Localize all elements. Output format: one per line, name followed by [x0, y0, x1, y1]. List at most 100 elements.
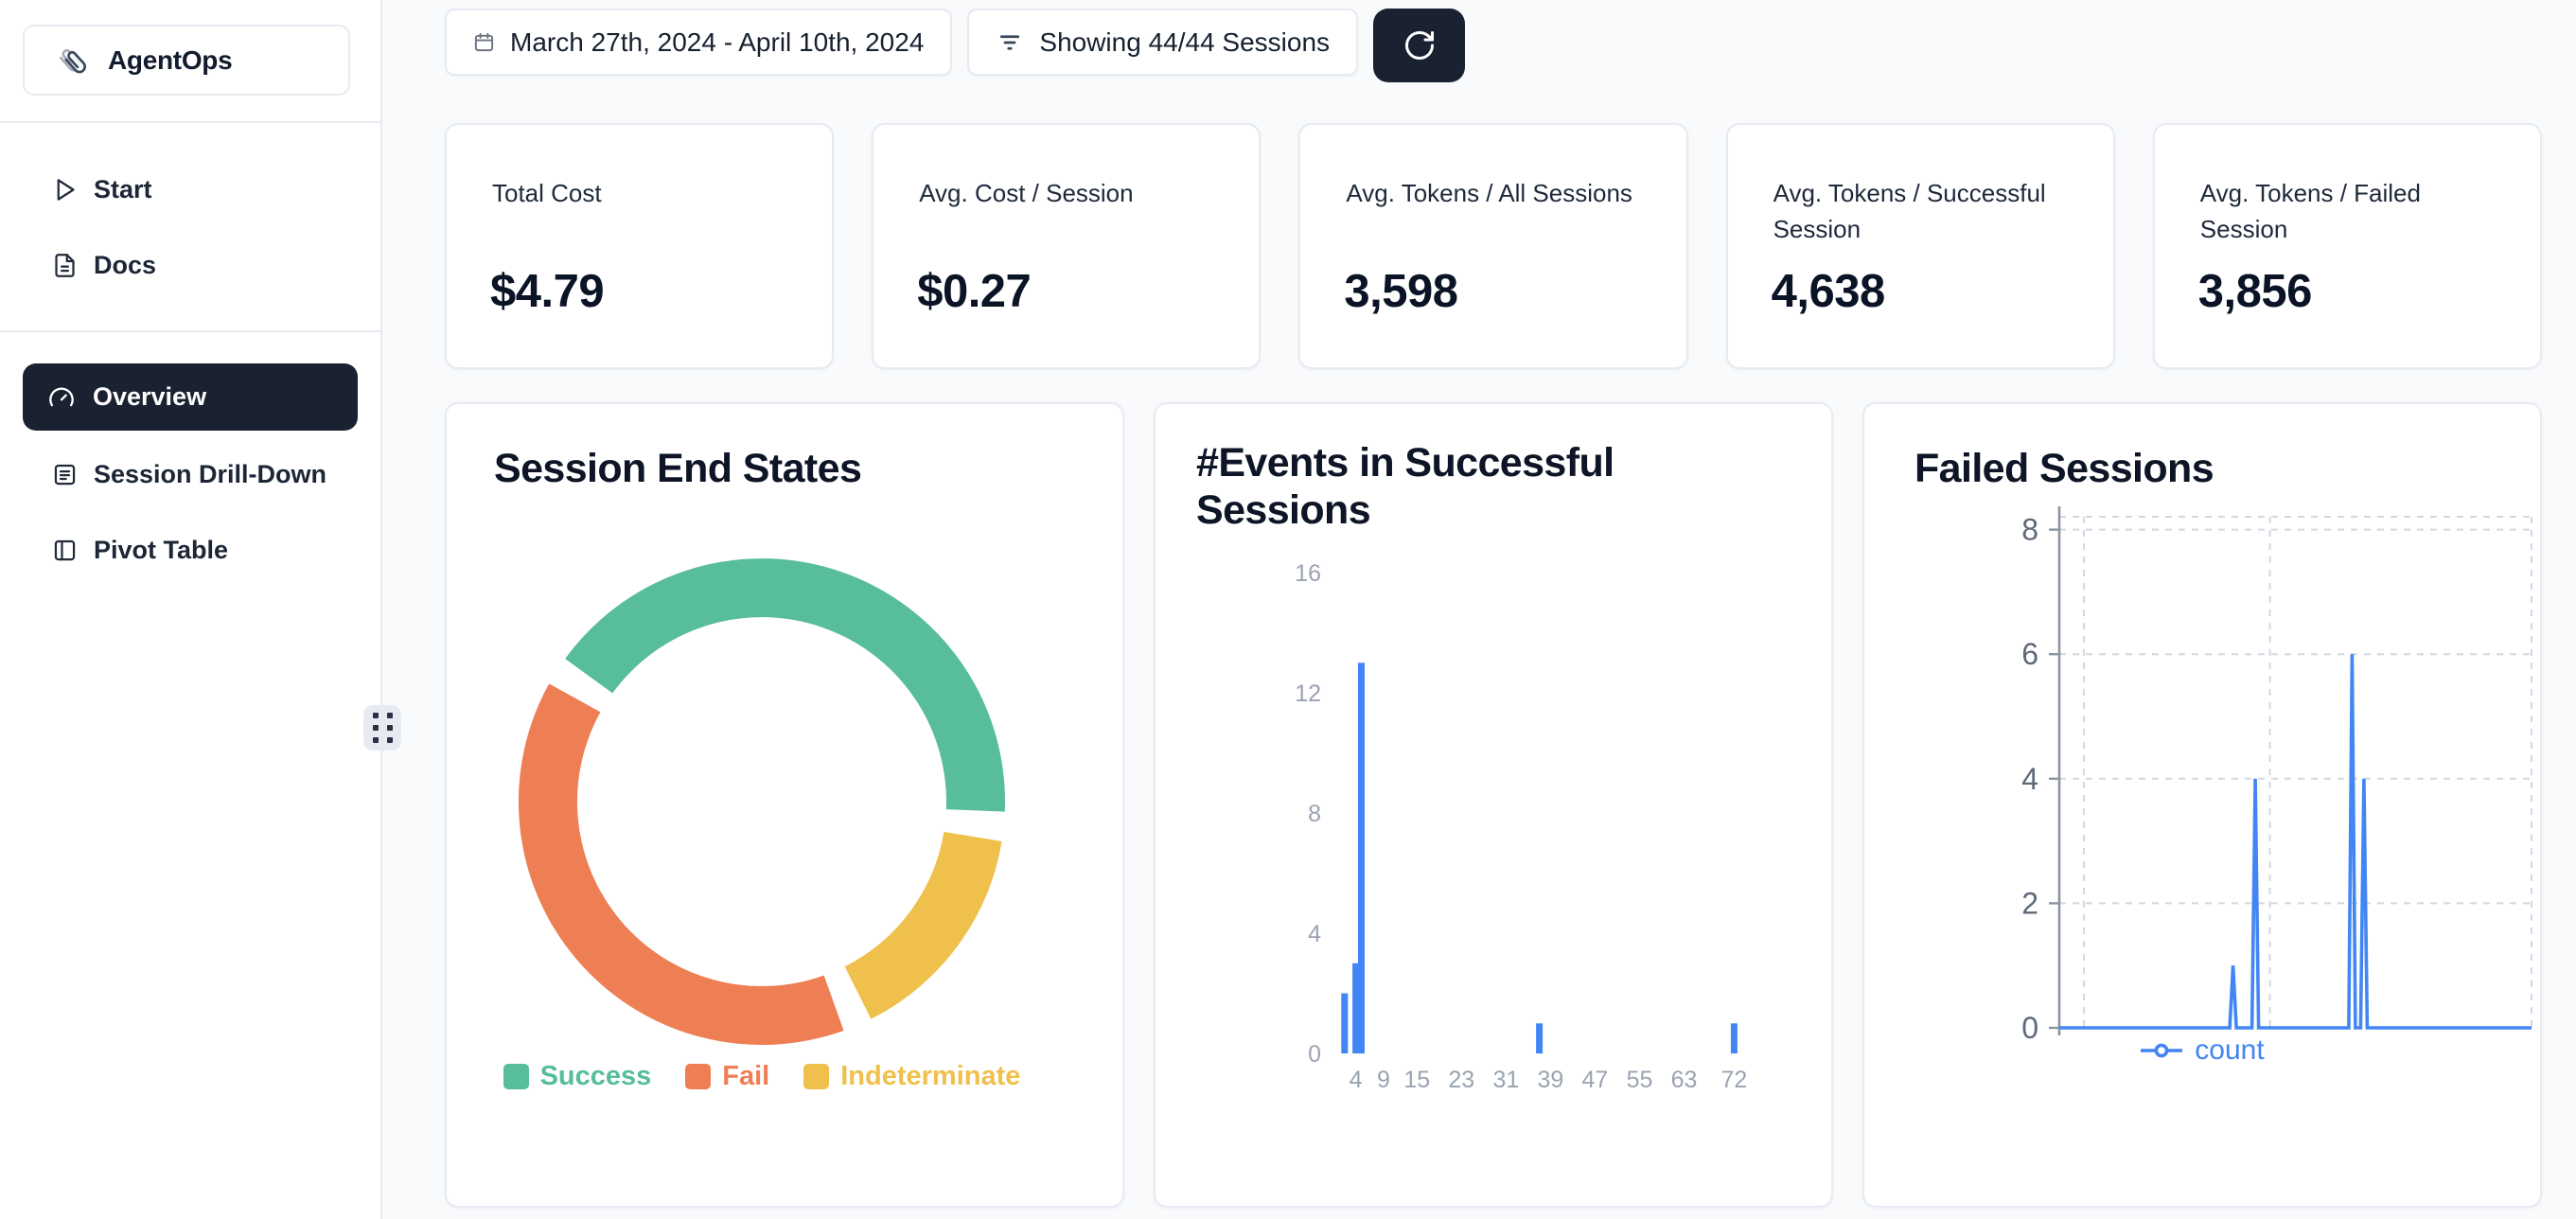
charts-row: Session End States Success Fail Indetermin…	[445, 402, 2542, 1208]
gauge-icon	[48, 384, 75, 411]
session-end-states-donut	[518, 558, 1005, 1045]
topbar: March 27th, 2024 - April 10th, 2024 Show…	[445, 9, 2542, 82]
logo-box[interactable]: AgentOps	[23, 25, 350, 96]
sidebar-divider-top	[0, 121, 380, 123]
stat-card-avg-tokens-all: Avg. Tokens / All Sessions 3,598	[1298, 123, 1688, 369]
legend-swatch	[685, 1064, 712, 1089]
events-xtick-31: 31	[1492, 1067, 1519, 1093]
paperclip-icon	[53, 42, 91, 80]
legend-label: Indeterminate	[840, 1061, 1021, 1091]
donut-slice-indeterminate	[843, 831, 1002, 1019]
donut-slice-success	[565, 558, 1005, 812]
events-xtick-55: 55	[1627, 1067, 1653, 1093]
events-ytick-16: 16	[1295, 560, 1321, 587]
sidebar-item-label: Start	[94, 174, 152, 203]
chart-title: Failed Sessions	[1914, 446, 2214, 491]
sidebar-divider-mid	[0, 330, 380, 332]
events-ytick-4: 4	[1308, 921, 1321, 947]
play-icon	[52, 177, 78, 203]
events-xtick-47: 47	[1582, 1067, 1609, 1093]
sidebar-item-docs[interactable]: Docs	[0, 227, 380, 303]
events-bar-x5	[1358, 662, 1365, 1054]
stat-card-avg-tokens-failed: Avg. Tokens / Failed Session 3,856	[2152, 123, 2542, 369]
events-xtick-9: 9	[1377, 1067, 1390, 1093]
sidebar: AgentOps Start	[0, 0, 382, 1219]
chart-title: #Events in Successful Sessions	[1196, 440, 1614, 533]
events-xtick-23: 23	[1448, 1067, 1474, 1093]
legend-item-indeterminate[interactable]: Indeterminate	[803, 1061, 1020, 1092]
panel-left-icon	[52, 538, 78, 563]
sidebar-item-label: Docs	[94, 250, 157, 279]
app-title: AgentOps	[108, 44, 233, 75]
count-legend-item[interactable]: count	[1864, 1034, 2540, 1067]
stat-label: Avg. Cost / Session	[919, 179, 1134, 207]
events-xtick-72: 72	[1721, 1067, 1748, 1093]
stat-value: 4,638	[1771, 266, 1886, 317]
events-xtick-63: 63	[1671, 1067, 1698, 1093]
events-bar-x4	[1352, 963, 1360, 1054]
stat-card-total-cost: Total Cost $4.79	[445, 123, 835, 369]
events-xtick-4: 4	[1350, 1067, 1363, 1093]
stat-card-avg-cost-session: Avg. Cost / Session $0.27	[872, 123, 1262, 369]
events-ytick-8: 8	[1308, 801, 1321, 827]
legend-swatch	[503, 1064, 529, 1089]
failed-ytick-0: 0	[2021, 1011, 2038, 1045]
stat-value: $4.79	[490, 266, 605, 317]
stat-label: Avg. Tokens / Failed Session	[2199, 179, 2421, 243]
legend-item-fail[interactable]: Fail	[685, 1061, 769, 1092]
stat-label: Avg. Tokens / All Sessions	[1346, 179, 1632, 207]
events-ytick-12: 12	[1295, 680, 1321, 707]
main-content: March 27th, 2024 - April 10th, 2024 Show…	[382, 0, 2576, 1219]
failed-sessions-card: Failed Sessions 0 2 4 6 8 count	[1862, 402, 2542, 1208]
date-range-label: March 27th, 2024 - April 10th, 2024	[510, 26, 925, 57]
filter-icon	[996, 28, 1024, 57]
legend-label: Success	[539, 1061, 652, 1091]
date-range-button[interactable]: March 27th, 2024 - April 10th, 2024	[445, 9, 953, 76]
failed-ytick-2: 2	[2021, 886, 2038, 920]
docs-icon	[52, 253, 78, 278]
events-bar-x72	[1730, 1023, 1738, 1054]
failed-ytick-4: 4	[2021, 762, 2038, 796]
sidebar-item-label: Overview	[93, 382, 207, 411]
session-filter-label: Showing 44/44 Sessions	[1039, 26, 1331, 57]
stat-value: $0.27	[917, 266, 1032, 317]
donut-slice-fail	[518, 683, 844, 1045]
line-marker-icon	[2140, 1042, 2183, 1059]
sidebar-item-pivot-table[interactable]: Pivot Table	[0, 512, 380, 588]
sidebar-item-label: Session Drill-Down	[94, 459, 327, 488]
stat-value: 3,856	[2197, 266, 2313, 317]
count-legend-label: count	[2195, 1034, 2265, 1066]
refresh-button[interactable]	[1373, 9, 1466, 82]
events-ytick-0: 0	[1308, 1041, 1321, 1068]
document-lines-icon	[52, 462, 78, 487]
donut-legend: Success Fail Indeterminate	[447, 1061, 1077, 1092]
calendar-icon	[473, 31, 495, 53]
stat-label: Avg. Tokens / Successful Session	[1773, 179, 2046, 243]
failed-ytick-8: 8	[2021, 513, 2038, 547]
session-filter-button[interactable]: Showing 44/44 Sessions	[967, 9, 1359, 76]
sidebar-item-label: Pivot Table	[94, 535, 229, 564]
count-line	[2059, 654, 2532, 1030]
sidebar-nav-main: Overview Session Drill-Down	[0, 363, 380, 588]
session-end-states-card: Session End States Success Fail Indetermin…	[445, 402, 1124, 1208]
events-bar-x2	[1341, 993, 1349, 1053]
failed-ytick-6: 6	[2021, 637, 2038, 671]
sidebar-nav-top: Start Docs	[0, 151, 380, 303]
chart-title: Session End States	[494, 446, 862, 491]
sidebar-item-start[interactable]: Start	[0, 151, 380, 227]
events-bar-x37	[1536, 1023, 1544, 1054]
stat-cards: Total Cost $4.79 Avg. Cost / Session $0.…	[445, 123, 2542, 369]
legend-item-success[interactable]: Success	[503, 1061, 652, 1092]
sidebar-resize-handle[interactable]	[363, 705, 401, 751]
events-xtick-39: 39	[1537, 1067, 1563, 1093]
refresh-icon	[1403, 28, 1437, 62]
stat-label: Total Cost	[492, 179, 602, 207]
sidebar-item-session-drill-down[interactable]: Session Drill-Down	[0, 436, 380, 512]
sidebar-item-overview[interactable]: Overview	[23, 363, 358, 431]
stat-value: 3,598	[1344, 266, 1458, 317]
legend-swatch	[803, 1064, 830, 1089]
legend-label: Fail	[722, 1061, 770, 1091]
failed-sessions-chart: 0 2 4 6 8	[2021, 506, 2532, 1045]
